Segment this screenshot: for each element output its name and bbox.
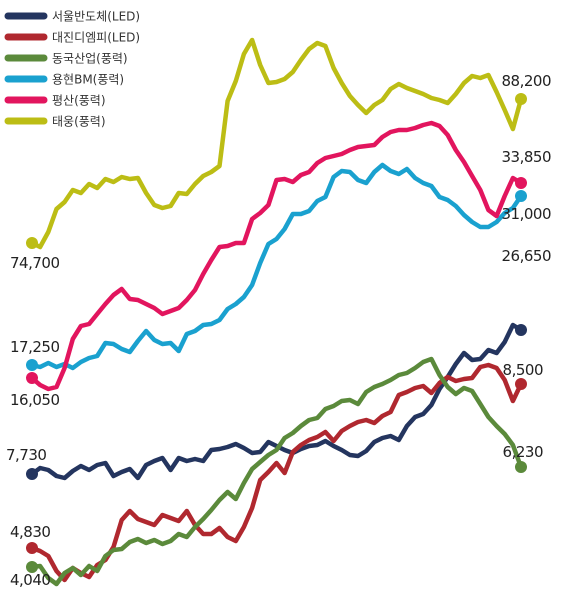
series-line-5 xyxy=(29,37,524,250)
series-start-point-4 xyxy=(26,372,38,384)
end-value-label-4: 33,850 xyxy=(502,148,552,166)
series-end-point-1 xyxy=(515,378,527,390)
legend-label-2: 동국산업(풍력) xyxy=(52,52,128,66)
value-labels: 7,730 26,650 4,830 8,500 4,040 6,230 17,250 31,… xyxy=(6,72,552,589)
end-value-label-2: 6,230 xyxy=(503,443,543,461)
start-value-label-0: 7,730 xyxy=(6,446,46,464)
legend-label-5: 태웅(풍력) xyxy=(52,115,106,129)
series-lines xyxy=(26,37,527,587)
series-line-3 xyxy=(29,162,524,371)
series-start-point-3 xyxy=(26,359,38,371)
series-end-point-5 xyxy=(515,93,527,105)
legend-label-0: 서울반도체(LED) xyxy=(52,10,140,24)
series-line-4 xyxy=(29,120,524,392)
series-end-point-4 xyxy=(515,177,527,189)
legend-label-1: 대진디엠피(LED) xyxy=(52,31,140,45)
series-line-2 xyxy=(29,356,524,587)
series-start-point-5 xyxy=(26,237,38,249)
legend-label-3: 용현BM(풍력) xyxy=(52,73,124,87)
start-value-label-1: 4,830 xyxy=(10,523,50,541)
start-value-label-4: 16,050 xyxy=(10,391,60,409)
end-value-label-1: 8,500 xyxy=(503,361,543,379)
end-value-label-0: 26,650 xyxy=(502,247,552,265)
series-end-point-2 xyxy=(515,461,527,473)
start-value-label-5: 74,700 xyxy=(10,254,60,272)
series-start-point-0 xyxy=(26,468,38,480)
chart-legend: 서울반도체(LED) 대진디엠피(LED) 동국산업(풍력) 용현BM(풍력) 평산(풍… xyxy=(4,10,140,129)
series-start-point-1 xyxy=(26,542,38,554)
start-value-label-2: 4,040 xyxy=(10,571,50,589)
series-line-1 xyxy=(29,362,524,583)
series-line-0 xyxy=(29,322,524,481)
series-start-point-2 xyxy=(26,561,38,573)
series-end-point-0 xyxy=(515,324,527,336)
end-value-label-3: 31,000 xyxy=(502,205,552,223)
end-value-label-5: 88,200 xyxy=(502,72,552,90)
series-end-point-3 xyxy=(515,190,527,202)
start-value-label-3: 17,250 xyxy=(10,338,60,356)
legend-label-4: 평산(풍력) xyxy=(52,94,106,108)
